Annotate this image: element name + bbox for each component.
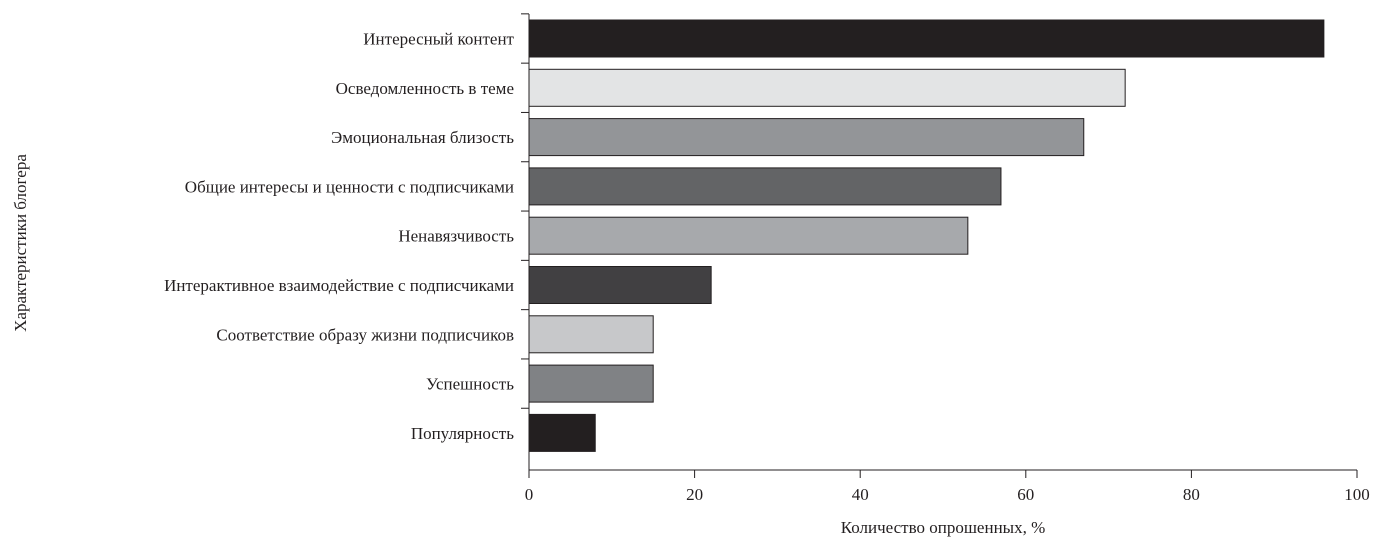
- category-label: Успешность: [426, 375, 514, 394]
- y-axis-title: Характеристики блогера: [11, 154, 30, 332]
- bar: [528, 216, 969, 255]
- x-axis-title: Количество опрошенных, %: [841, 518, 1046, 537]
- bar: [528, 19, 1325, 58]
- bar: [528, 315, 654, 354]
- bar: [528, 266, 712, 304]
- category-label: Общие интересы и ценности с подписчиками: [185, 177, 514, 196]
- category-label: Эмоциональная близость: [331, 128, 514, 147]
- x-tick-label: 100: [1344, 485, 1370, 504]
- bar: [528, 364, 654, 403]
- category-label: Осведомленность в теме: [336, 79, 514, 98]
- category-labels: Интересный контент Осведомленность в теме…: [164, 30, 514, 443]
- bar: [528, 68, 1126, 107]
- x-tick-label: 60: [1017, 485, 1034, 504]
- category-label: Популярность: [411, 424, 514, 443]
- x-tick-label: 0: [525, 485, 534, 504]
- category-label: Интересный контент: [363, 30, 514, 49]
- category-label: Ненавязчивость: [398, 227, 514, 246]
- bar: [528, 118, 1085, 157]
- x-tick-label: 80: [1183, 485, 1200, 504]
- bar: [528, 413, 596, 452]
- category-label: Соответствие образу жизни подписчиков: [216, 325, 514, 344]
- x-tick-label: 20: [686, 485, 703, 504]
- bars: [528, 19, 1325, 452]
- axes: [528, 14, 1357, 471]
- category-label: Интерактивное взаимодействие с подписчик…: [164, 276, 514, 295]
- x-tick-label: 40: [852, 485, 869, 504]
- bar: [528, 167, 1002, 206]
- x-ticks: 0 20 40 60 80 100: [521, 13, 1370, 504]
